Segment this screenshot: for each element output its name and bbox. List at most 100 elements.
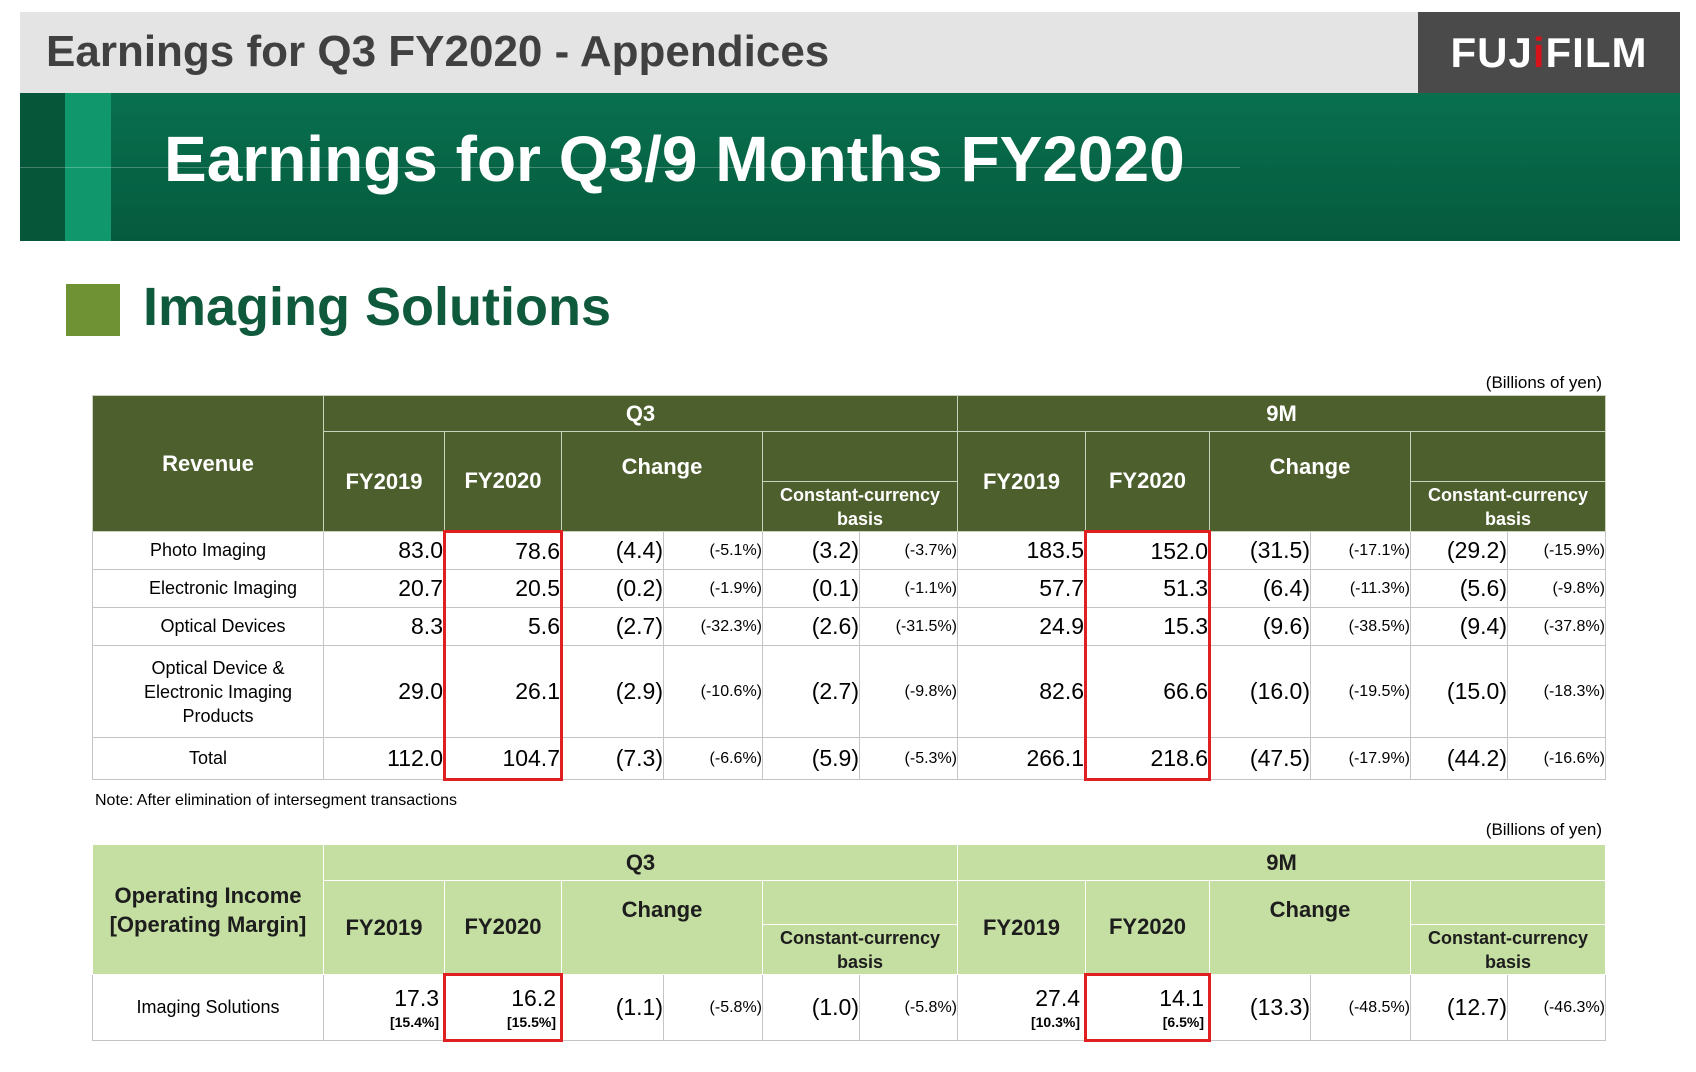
cell-m9-change-pct: (-17.9%) [1310, 737, 1411, 780]
q3-change-spacer [561, 924, 763, 975]
cell-q3-fy2020: 5.6 [443, 607, 563, 646]
cell-q3-fy2019: 8.3 [323, 607, 445, 646]
cell-q3-cc-pct: (-9.8%) [859, 645, 958, 738]
cell-m9-change: (16.0) [1209, 645, 1311, 738]
cell-q3-cc: (3.2) [762, 531, 860, 570]
cell-m9-cc: (12.7) [1410, 974, 1508, 1041]
m9-fy2020-header: FY2020 [1085, 880, 1210, 975]
nine-month-group-header: 9M [957, 395, 1606, 432]
row-label: Optical Device & Electronic Imaging Prod… [92, 645, 324, 738]
op-unit-label: (Billions of yen) [1485, 820, 1602, 839]
cell-m9-fy2020: 152.0 [1084, 530, 1211, 570]
margin: [15.4%] [389, 1014, 439, 1030]
q3-fy2020-header: FY2020 [444, 431, 562, 532]
cell-m9-cc-pct: (-9.8%) [1507, 569, 1606, 608]
nine-month-group-header: 9M [957, 844, 1606, 881]
q3-cc-spacer [762, 431, 958, 482]
cell-m9-fy2020: 218.6 [1084, 737, 1211, 781]
footnote: Note: After elimination of intersegment … [95, 792, 457, 809]
margin: [15.5%] [506, 1014, 556, 1030]
q3-change-header: Change [561, 880, 763, 925]
cell-q3-cc: (0.1) [762, 569, 860, 608]
cell-m9-change-pct: (-11.3%) [1310, 569, 1411, 608]
header-bar [20, 12, 1418, 93]
cell-m9-cc: (15.0) [1410, 645, 1508, 738]
cell-m9-fy2019: 266.1 [957, 737, 1086, 780]
cell-q3-fy2019: 17.3 [15.4%] [323, 974, 445, 1041]
cell-q3-change-pct: (-1.9%) [663, 569, 763, 608]
cell-m9-cc: (44.2) [1410, 737, 1508, 780]
row-label: Electronic Imaging [92, 569, 324, 608]
q3-fy2019-header: FY2019 [323, 880, 445, 975]
cell-m9-cc: (5.6) [1410, 569, 1508, 608]
cell-q3-fy2019: 29.0 [323, 645, 445, 738]
cell-q3-cc-pct: (-5.8%) [859, 974, 958, 1041]
cell-q3-cc: (5.9) [762, 737, 860, 780]
row-label: Imaging Solutions [92, 974, 324, 1041]
cell-m9-cc-pct: (-18.3%) [1507, 645, 1606, 738]
logo-text-b: FILM [1545, 29, 1648, 76]
banner-rule [20, 167, 1240, 168]
cell-m9-fy2020: 66.6 [1084, 645, 1211, 738]
section-title: Imaging Solutions [143, 277, 611, 337]
cell-q3-fy2020: 26.1 [443, 645, 563, 738]
q3-group-header: Q3 [323, 395, 958, 432]
row-label: Total [92, 737, 324, 780]
cell-q3-change: (2.7) [561, 607, 664, 646]
cell-m9-fy2019: 183.5 [957, 531, 1086, 570]
cell-m9-change-pct: (-38.5%) [1310, 607, 1411, 646]
title-banner: Earnings for Q3/9 Months FY2020 [20, 93, 1680, 241]
table-row: Electronic Imaging 20.7 20.5 (0.2) (-1.9… [92, 569, 1606, 608]
m9-change-header: Change [1209, 431, 1411, 482]
cell-q3-cc-pct: (-31.5%) [859, 607, 958, 646]
revenue-table: Revenue Q3 9M FY2019 FY2020 Change FY201… [92, 395, 1606, 781]
table-row: Optical Device & Electronic Imaging Prod… [92, 645, 1606, 738]
row-label: Optical Devices [92, 607, 324, 646]
cell-q3-cc-pct: (-1.1%) [859, 569, 958, 608]
cell-m9-change: (47.5) [1209, 737, 1311, 780]
cell-q3-cc: (2.6) [762, 607, 860, 646]
row-label: Photo Imaging [92, 531, 324, 570]
value: 27.4 [1035, 985, 1080, 1011]
table-row: Imaging Solutions 17.3 [15.4%] 16.2 [15.… [92, 973, 1606, 1042]
m9-cc-header: Constant-currency basis [1410, 924, 1606, 975]
table-row: Optical Devices 8.3 5.6 (2.7) (-32.3%) (… [92, 607, 1606, 646]
cell-m9-cc-pct: (-46.3%) [1507, 974, 1606, 1041]
m9-fy2020-header: FY2020 [1085, 431, 1210, 532]
cell-m9-fy2019: 82.6 [957, 645, 1086, 738]
m9-change-header: Change [1209, 880, 1411, 925]
cell-q3-change: (2.9) [561, 645, 664, 738]
q3-fy2020-header: FY2020 [444, 880, 562, 975]
value: 17.3 [394, 985, 439, 1011]
cell-q3-change: (0.2) [561, 569, 664, 608]
cell-q3-cc: (1.0) [762, 974, 860, 1041]
fujifilm-logo: FUJiFILM [1418, 12, 1680, 93]
table-row: Photo Imaging 83.0 78.6 (4.4) (-5.1%) (3… [92, 530, 1606, 570]
cell-m9-change-pct: (-19.5%) [1310, 645, 1411, 738]
cell-m9-fy2020: 15.3 [1084, 607, 1211, 646]
cell-q3-change-pct: (-10.6%) [663, 645, 763, 738]
q3-cc-header: Constant-currency basis [762, 924, 958, 975]
cell-q3-fy2020: 78.6 [443, 530, 563, 570]
cell-m9-cc-pct: (-15.9%) [1507, 531, 1606, 570]
cell-q3-change-pct: (-6.6%) [663, 737, 763, 780]
q3-cc-header: Constant-currency basis [762, 481, 958, 532]
q3-fy2019-header: FY2019 [323, 431, 445, 532]
value: 16.2 [511, 985, 556, 1011]
value: 14.1 [1159, 985, 1204, 1011]
cell-m9-fy2020: 14.1 [6.5%] [1084, 973, 1211, 1042]
operating-income-table: Operating Income [Operating Margin] Q3 9… [92, 844, 1606, 1042]
m9-fy2019-header: FY2019 [957, 431, 1086, 532]
cell-q3-change: (4.4) [561, 531, 664, 570]
cell-m9-change-pct: (-48.5%) [1310, 974, 1411, 1041]
revenue-unit-label: (Billions of yen) [1485, 373, 1602, 392]
cell-m9-fy2019: 27.4 [10.3%] [957, 974, 1086, 1041]
cell-q3-fy2019: 83.0 [323, 531, 445, 570]
cell-m9-fy2019: 24.9 [957, 607, 1086, 646]
cell-m9-fy2019: 57.7 [957, 569, 1086, 608]
m9-change-spacer [1209, 481, 1411, 532]
cell-q3-fy2019: 112.0 [323, 737, 445, 780]
margin: [10.3%] [1030, 1014, 1080, 1030]
cell-m9-cc: (29.2) [1410, 531, 1508, 570]
cell-q3-fy2019: 20.7 [323, 569, 445, 608]
